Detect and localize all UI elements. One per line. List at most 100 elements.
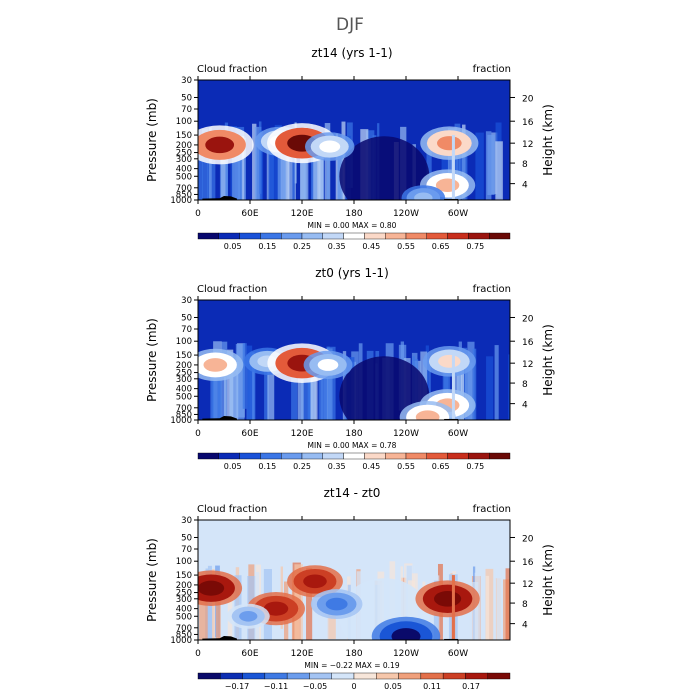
colorbar-swatch bbox=[197, 452, 219, 460]
height-tick-label: 16 bbox=[522, 338, 534, 348]
heatmap-region bbox=[339, 578, 430, 640]
y-axis-label: Pressure (mb) bbox=[145, 318, 159, 402]
y-tick-label: 150 bbox=[176, 131, 192, 141]
x-tick-label: 180 bbox=[345, 429, 362, 439]
y-tick-label: 400 bbox=[176, 165, 192, 175]
colorbar-label: 0.11 bbox=[423, 682, 441, 691]
heatmap-cell bbox=[467, 341, 475, 420]
heatmap-cell bbox=[199, 576, 208, 640]
y-tick-label: 700 bbox=[176, 184, 192, 194]
y-tick-label: 850 bbox=[176, 190, 192, 200]
x-tick-label: 0 bbox=[195, 209, 201, 219]
heatmap-feature bbox=[198, 580, 225, 596]
heatmap-feature bbox=[434, 590, 462, 607]
colorbar-label: 0.55 bbox=[397, 242, 415, 251]
heatmap-cell bbox=[264, 357, 269, 420]
height-tick-label: 4 bbox=[522, 181, 528, 191]
terrain bbox=[444, 638, 459, 640]
x-tick-label: 120W bbox=[393, 429, 419, 439]
heatmap-region bbox=[339, 136, 430, 200]
colorbar-swatch bbox=[286, 672, 310, 680]
heatmap-streak bbox=[451, 575, 455, 640]
y-tick-label: 400 bbox=[176, 605, 192, 615]
y-tick-label: 700 bbox=[176, 624, 192, 634]
y-tick-label: 30 bbox=[181, 516, 192, 526]
colorbar-swatch bbox=[309, 672, 332, 680]
colorbar-label: 0.05 bbox=[224, 242, 242, 251]
heatmap-cell bbox=[442, 351, 449, 420]
heatmap-streak bbox=[451, 355, 455, 420]
x-tick-label: 60E bbox=[241, 649, 258, 659]
colorbar-label: 0.45 bbox=[362, 462, 380, 471]
heatmap-cell bbox=[240, 136, 245, 200]
heatmap-feature bbox=[437, 136, 462, 151]
colorbar-label: 0.65 bbox=[432, 462, 450, 471]
heatmap-cell bbox=[460, 355, 465, 420]
x-tick-label: 180 bbox=[345, 649, 362, 659]
terrain bbox=[202, 196, 237, 200]
heatmap-feature bbox=[414, 192, 433, 200]
heatmap-feature bbox=[317, 358, 339, 371]
terrain bbox=[202, 416, 237, 420]
x-tick-label: 180 bbox=[345, 209, 362, 219]
colorbar-label: 0.55 bbox=[397, 462, 415, 471]
heatmap-field bbox=[198, 520, 510, 640]
height-tick-label: 4 bbox=[522, 401, 528, 411]
colorbar-swatch bbox=[301, 232, 323, 240]
y-tick-label: 250 bbox=[176, 589, 192, 599]
height-tick-label: 16 bbox=[522, 118, 534, 128]
x-tick-label: 60W bbox=[448, 429, 468, 439]
colorbar-label: 0.35 bbox=[328, 242, 346, 251]
colorbar-label: 0.17 bbox=[462, 682, 480, 691]
y-tick-label: 250 bbox=[176, 149, 192, 159]
colorbar-swatch bbox=[420, 672, 444, 680]
heatmap-cell bbox=[246, 345, 253, 420]
height-tick-label: 8 bbox=[522, 380, 528, 390]
colorbar-swatch bbox=[353, 672, 377, 680]
heatmap-feature bbox=[319, 140, 341, 153]
heatmap-cell bbox=[208, 127, 212, 200]
y-tick-label: 150 bbox=[176, 571, 192, 581]
colorbar-swatch bbox=[239, 232, 261, 240]
y-tick-label: 500 bbox=[176, 172, 192, 182]
y-tick-label: 30 bbox=[181, 296, 192, 306]
colorbar-swatch bbox=[322, 452, 344, 460]
left-corner-label: Cloud fraction bbox=[197, 284, 267, 295]
heatmap-cell bbox=[461, 347, 468, 420]
heatmap-cell bbox=[326, 129, 330, 200]
x-tick-label: 60E bbox=[241, 209, 258, 219]
heatmap-cell bbox=[508, 354, 510, 420]
heatmap-cell bbox=[472, 348, 477, 420]
colorbar-swatch bbox=[426, 452, 448, 460]
left-corner-label: Cloud fraction bbox=[197, 64, 267, 75]
colorbar-swatch bbox=[447, 452, 469, 460]
height-tick-label: 20 bbox=[522, 314, 534, 324]
x-tick-label: 0 bbox=[195, 429, 201, 439]
height-tick-label: 4 bbox=[522, 621, 528, 631]
heatmap-cell bbox=[232, 140, 241, 200]
heatmap-feature bbox=[263, 601, 289, 616]
heatmap-cell bbox=[441, 133, 450, 194]
heatmap-cell bbox=[310, 352, 318, 420]
heatmap-feature bbox=[438, 354, 461, 368]
heatmap-feature bbox=[391, 628, 421, 640]
heatmap-cell bbox=[475, 132, 484, 200]
colorbar-swatch bbox=[343, 232, 365, 240]
x-tick-label: 120E bbox=[291, 649, 314, 659]
chart-panel: zt14 (yrs 1-1) Cloud fraction fraction 30 50… bbox=[145, 46, 555, 251]
colorbar-swatch bbox=[197, 232, 219, 240]
x-tick-label: 60E bbox=[241, 429, 258, 439]
heatmap-cell bbox=[258, 121, 262, 194]
y-tick-label: 500 bbox=[176, 392, 192, 402]
x-tick-label: 120E bbox=[291, 209, 314, 219]
y-tick-label: 100 bbox=[176, 337, 192, 347]
x-tick-label: 60W bbox=[448, 209, 468, 219]
height-tick-label: 16 bbox=[522, 558, 534, 568]
heatmap-cell bbox=[297, 348, 304, 420]
y-axis-right-label: Height (km) bbox=[541, 544, 555, 615]
colorbar-label: 0.75 bbox=[466, 242, 484, 251]
terrain bbox=[444, 198, 459, 200]
colorbar-label: 0.05 bbox=[384, 682, 402, 691]
colorbar-swatch bbox=[218, 232, 240, 240]
heatmap-cell bbox=[300, 142, 309, 200]
